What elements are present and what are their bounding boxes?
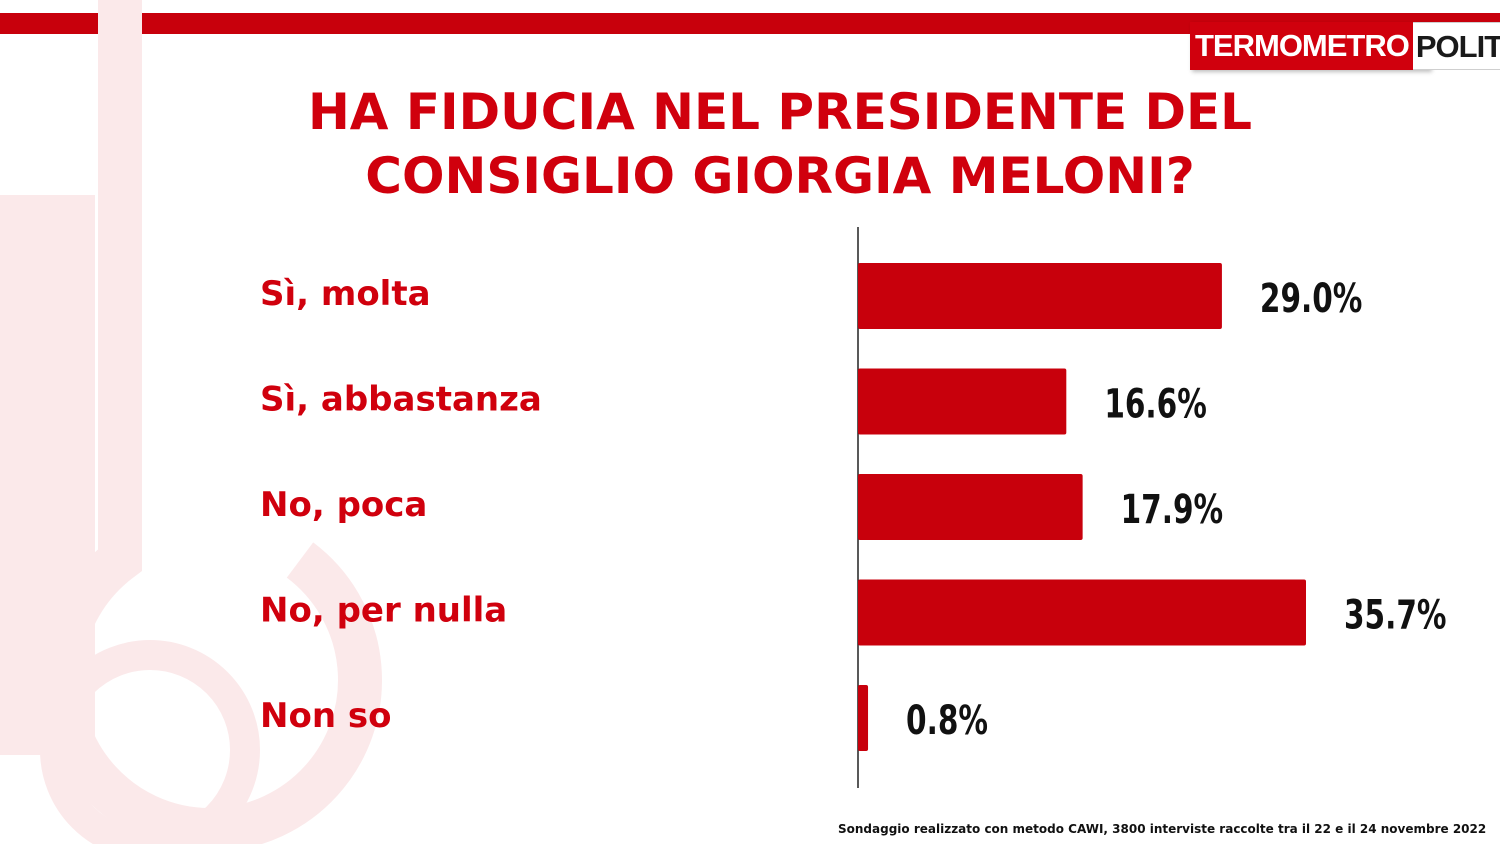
bar: [858, 474, 1083, 540]
logo-part-termometro: TERMOMETRO: [1190, 22, 1413, 70]
value-label: 17.9%: [1121, 487, 1224, 533]
title-line-2: CONSIGLIO GIORGIA MELONI?: [365, 147, 1195, 205]
category-label: Non so: [260, 696, 391, 736]
logo-part-politico: POLITICO: [1412, 22, 1500, 70]
category-label: Sì, molta: [260, 274, 431, 314]
category-label: No, poca: [260, 485, 427, 525]
chart-title: HA FIDUCIA NEL PRESIDENTE DEL CONSIGLIO …: [150, 80, 1410, 208]
value-label: 35.7%: [1344, 593, 1447, 639]
bar: [858, 263, 1222, 329]
bar: [858, 579, 1306, 646]
value-label: 16.6%: [1104, 382, 1207, 428]
survey-footnote: Sondaggio realizzato con metodo CAWI, 38…: [838, 822, 1487, 836]
category-label: No, per nulla: [260, 591, 507, 631]
termometro-politico-logo: TERMOMETRO POLITICO: [1190, 22, 1500, 70]
value-label: 0.8%: [906, 698, 988, 744]
value-label: 29.0%: [1260, 276, 1363, 322]
category-label: Sì, abbastanza: [260, 380, 542, 420]
title-line-1: HA FIDUCIA NEL PRESIDENTE DEL: [307, 83, 1253, 141]
bar: [858, 685, 869, 751]
bar: [858, 368, 1067, 435]
